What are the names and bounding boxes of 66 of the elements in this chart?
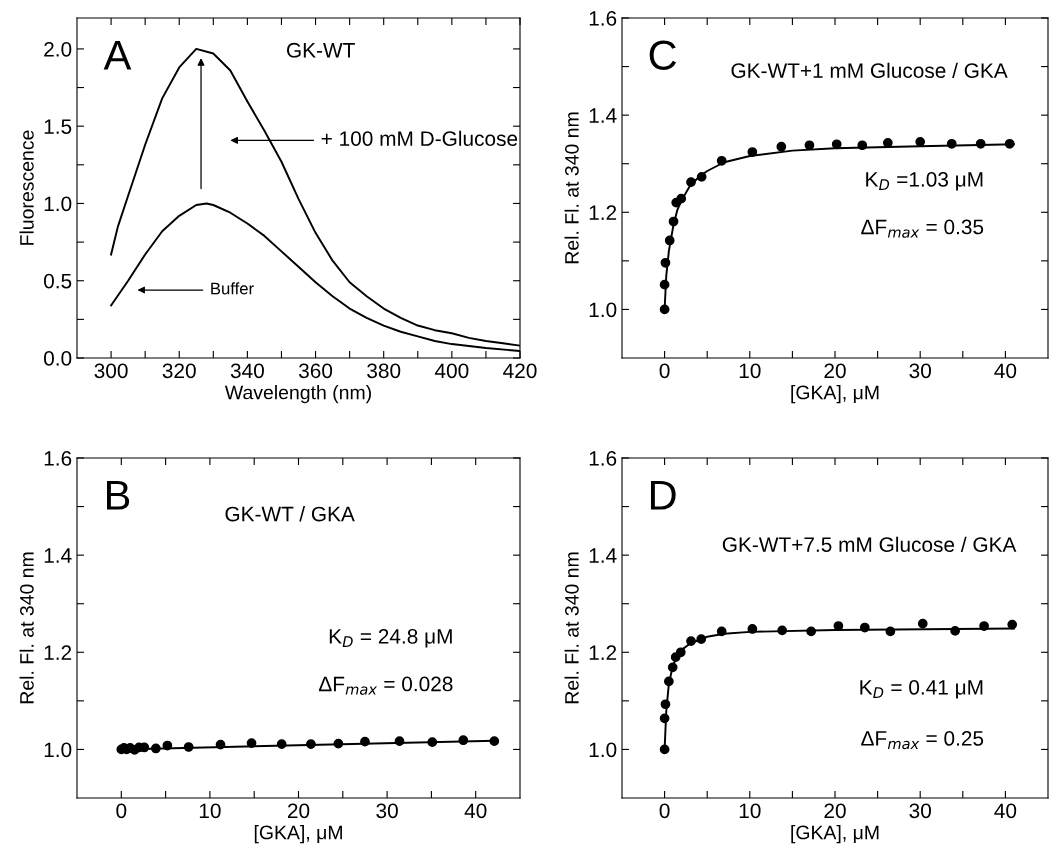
annotation: ΔF$_{max}$ = 0.35 — [861, 219, 984, 238]
text: GK-WT+1 mM Glucose / GKA — [731, 62, 1008, 78]
x-axis-title: Wavelength (nm) — [224, 385, 371, 404]
x-tick-label: 20 — [287, 803, 310, 819]
x-tick-label: 0 — [659, 803, 670, 819]
point — [917, 618, 928, 629]
y-tick-label: 1.0 — [44, 196, 72, 212]
x-tick-label: 30 — [376, 803, 398, 819]
point — [776, 141, 787, 152]
y-tick-label: 1.4 — [589, 548, 617, 563]
x-tick-label: 360 — [298, 363, 333, 379]
y-tick-label: 1.0 — [589, 302, 617, 318]
x-axis-title: [GKA], μM — [791, 825, 879, 844]
annotation: B — [107, 480, 130, 510]
x-tick-label: 10 — [739, 363, 761, 379]
x-tick-label: 30 — [909, 363, 931, 379]
annotation: K$_{D}$ = 0.41 μM — [860, 680, 983, 699]
y-axis-title: Rel. Fl. at 340 nm — [19, 552, 34, 704]
annotation: ΔF$_{max}$ = 0.028 — [318, 676, 453, 695]
x-tick-label: 20 — [824, 803, 846, 819]
x-tick-label: 20 — [824, 363, 846, 379]
x-tick-label: 40 — [994, 803, 1017, 819]
x-tick-label: 0 — [116, 803, 127, 819]
y-axis-title: Rel. Fl. at 340 nm — [564, 112, 579, 264]
text: GK-WT — [286, 42, 355, 58]
y-tick-label: 1.6 — [44, 451, 72, 466]
annotation: ΔF$_{max}$ = 0.25 — [861, 731, 984, 750]
y-tick-label: 0.5 — [43, 273, 72, 289]
y-axis-title: Fluorescence — [19, 130, 34, 245]
x-tick-label: 300 — [94, 363, 128, 379]
x-tick-label: 40 — [464, 803, 487, 819]
y-tick-label: 1.0 — [44, 742, 72, 758]
x-tick-label: 320 — [162, 363, 196, 379]
y-tick-label: 1.0 — [589, 742, 617, 758]
y-tick-label: 0.0 — [43, 351, 72, 366]
y-tick-label: 1.6 — [589, 451, 617, 466]
x-tick-label: 380 — [367, 363, 401, 379]
x-tick-label: 10 — [199, 803, 221, 819]
y-tick-label: 1.2 — [44, 645, 72, 660]
text: GK-WT / GKA — [225, 506, 355, 522]
annotation: K$_{D}$ =1.03 μM — [866, 172, 983, 191]
x-tick-label: 10 — [739, 803, 761, 819]
annotation: Buffer — [211, 282, 254, 295]
x-tick-label: 400 — [434, 363, 469, 379]
annotation: C — [649, 40, 677, 70]
x-tick-label: 40 — [994, 363, 1017, 379]
x-tick-label: 30 — [909, 803, 931, 819]
annotation: K$_{D}$ = 24.8 μM — [329, 629, 452, 648]
y-tick-label: 2.0 — [44, 41, 72, 57]
y-tick-label: 1.4 — [589, 108, 617, 123]
y-tick-label: 1.2 — [589, 205, 617, 220]
y-tick-label: 1.6 — [589, 11, 617, 26]
y-tick-label: 1.2 — [589, 645, 617, 660]
annotation: + 100 mM D-Glucose — [321, 130, 518, 146]
y-axis-title: Rel. Fl. at 340 nm — [564, 552, 579, 704]
y-tick-label: 1.4 — [44, 548, 72, 563]
x-tick-label: 340 — [230, 363, 264, 379]
text: GK-WT+7.5 mM Glucose / GKA — [722, 536, 1017, 552]
x-axis-title: [GKA], μM — [254, 825, 342, 844]
x-tick-label: 420 — [503, 363, 537, 379]
y-tick-label: 1.5 — [44, 119, 72, 134]
annotation: A — [103, 40, 132, 70]
point — [1007, 619, 1018, 630]
x-axis-title: [GKA], μM — [791, 385, 879, 404]
annotation: D — [650, 480, 676, 510]
x-tick-label: 0 — [659, 363, 670, 379]
